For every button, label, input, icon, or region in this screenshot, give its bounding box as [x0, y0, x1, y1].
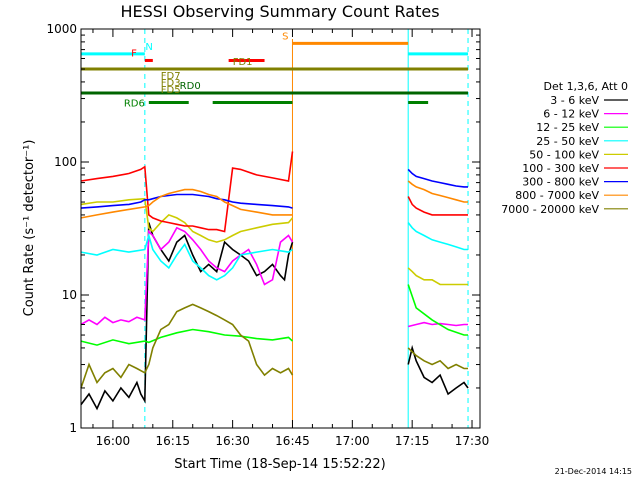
y-tick-label: 100 [54, 155, 77, 169]
series-line [80, 226, 294, 326]
legend-title: Det 1,3,6, Att 0 [544, 80, 628, 93]
state-bar-label: RD6 [124, 99, 145, 110]
state-bar-label: F [131, 48, 137, 59]
series-line [407, 196, 468, 216]
x-tick-label: 17:30 [455, 434, 490, 448]
y-tick-label: 10 [62, 288, 77, 302]
x-tick-label: 17:00 [335, 434, 370, 448]
series-line [407, 168, 468, 188]
series-line [80, 197, 294, 243]
x-tick-label: 17:15 [395, 434, 430, 448]
footer-date: 21-Dec-2014 14:15 [555, 467, 632, 476]
plot-frame [80, 28, 481, 429]
series-line [408, 321, 468, 328]
legend-label: 7000 - 20000 keV [501, 203, 599, 216]
state-bar-label: RD0 [180, 81, 201, 92]
x-tick-label: 16:30 [215, 434, 250, 448]
chart-title: HESSI Observing Summary Count Rates [120, 2, 439, 21]
y-tick-label: 1000 [46, 22, 77, 36]
series-line [80, 188, 293, 219]
series-line [407, 347, 468, 370]
series-line [80, 303, 294, 389]
series-line [407, 267, 468, 286]
state-bar-label: N [145, 42, 152, 53]
series-line [80, 328, 294, 346]
series-line [407, 284, 468, 336]
legend-label: 800 - 7000 keV [515, 189, 599, 202]
legend-label: 50 - 100 keV [529, 148, 599, 161]
legend-label: 12 - 25 keV [536, 121, 599, 134]
legend-label: 6 - 12 keV [543, 108, 599, 121]
x-tick-label: 16:15 [155, 434, 190, 448]
series-line [80, 193, 293, 209]
legend-label: 3 - 6 keV [550, 94, 599, 107]
axes-layer: 1 10 100 1000 16:00 16:15 16:30 16:45 17:00 17:15… [46, 22, 489, 448]
series-line [80, 222, 294, 411]
mini-state-label: FD5 [161, 85, 181, 96]
series-line [407, 344, 469, 396]
y-tick-label: 1 [69, 421, 77, 435]
mini-state-label: FD7 [161, 71, 181, 82]
mini-state-label: FD3 [161, 78, 181, 89]
legend-label: 25 - 50 keV [536, 135, 599, 148]
series-line [80, 232, 293, 281]
x-tick-label: 16:00 [96, 434, 131, 448]
legend-label: 300 - 800 keV [522, 176, 599, 189]
x-tick-label: 16:45 [275, 434, 310, 448]
state-bar-label: FD1 [233, 57, 253, 68]
state-bar-label: S [282, 31, 288, 42]
series-line [80, 151, 294, 233]
y-axis-label: Count Rate (s⁻¹ detector⁻¹) [22, 140, 37, 317]
series-line [407, 180, 468, 203]
x-axis-label: Start Time (18-Sep-14 15:52:22) [174, 457, 385, 472]
series-line [407, 222, 468, 251]
legend-label: 100 - 300 keV [522, 162, 599, 175]
plot-area [80, 29, 469, 428]
series-layer [80, 151, 469, 411]
